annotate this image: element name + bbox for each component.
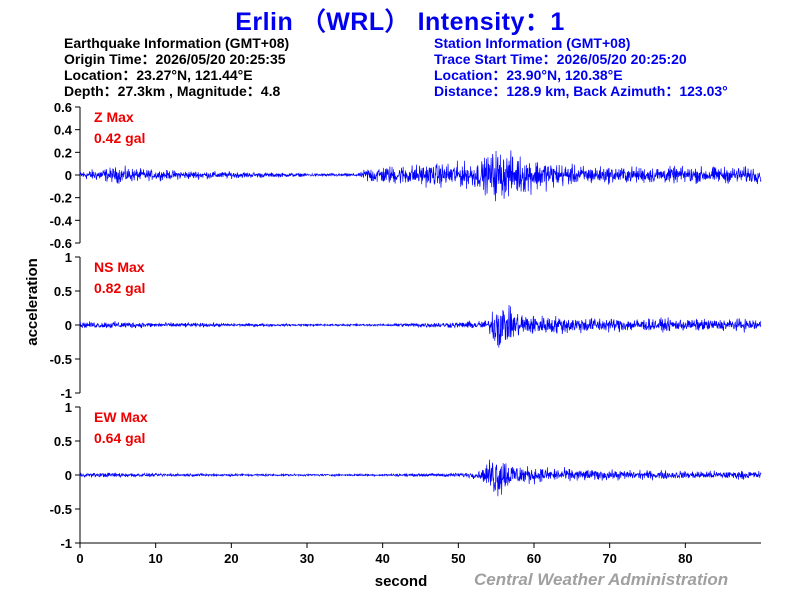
depth-magnitude: Depth：27.3km , Magnitude：4.8 [64, 83, 281, 99]
y-tick-label: -0.4 [50, 213, 73, 228]
x-tick-label: 40 [375, 551, 389, 566]
x-tick-label: 60 [527, 551, 541, 566]
epicenter-location: Location：23.27°N, 121.44°E [64, 67, 253, 83]
origin-time: Origin Time：2026/05/20 20:25:35 [64, 51, 286, 67]
y-tick-label: -0.6 [50, 236, 72, 251]
x-tick-label: 20 [224, 551, 238, 566]
max-value: 0.82 gal [94, 280, 145, 296]
y-tick-label: 0.2 [54, 145, 72, 160]
max-label: EW Max [94, 409, 148, 425]
waveform-trace [79, 305, 762, 348]
y-tick-label: 0.4 [54, 123, 73, 138]
max-value: 0.64 gal [94, 430, 145, 446]
panel-ew: -1 -0.5 0 0.5 1 EW Max 0.64 gal [50, 400, 762, 551]
max-label: NS Max [94, 259, 145, 275]
y-tick-label: -0.5 [50, 352, 72, 367]
x-tick-label: 0 [76, 551, 83, 566]
earthquake-info-header: Earthquake Information (GMT+08) [64, 35, 290, 51]
x-tick-label: 70 [602, 551, 616, 566]
station-info-header: Station Information (GMT+08) [434, 35, 631, 51]
y-tick-label: 1 [65, 400, 72, 415]
y-tick-label: -0.2 [50, 191, 72, 206]
panel-z: -0.6 -0.4 -0.2 0 0.2 0.4 0.6 Z Max 0.42 gal [50, 100, 762, 251]
earthquake-info: Earthquake Information (GMT+08) Origin T… [64, 35, 289, 99]
waveform-trace [79, 150, 762, 202]
y-tick-label: -0.5 [50, 502, 72, 517]
y-tick-label: 0 [65, 468, 72, 483]
trace-start-time: Trace Start Time：2026/05/20 20:25:20 [434, 51, 687, 67]
y-tick-label: -1 [60, 386, 72, 401]
y-tick-label: 0.5 [54, 434, 72, 449]
distance-azimuth: Distance：128.9 km, Back Azimuth：123.03° [434, 83, 728, 99]
x-tick-label: 30 [300, 551, 314, 566]
y-tick-label: 0.6 [54, 100, 72, 115]
x-tick-label: 80 [678, 551, 692, 566]
y-tick-label: -1 [60, 536, 72, 551]
x-axis-label: second [375, 573, 428, 590]
y-tick-label: 1 [65, 250, 72, 265]
waveform-trace [79, 459, 762, 497]
y-tick-label: 0.5 [54, 284, 72, 299]
max-value: 0.42 gal [94, 130, 145, 146]
x-tick-label: 50 [451, 551, 465, 566]
x-tick-label: 10 [148, 551, 162, 566]
y-axis-label: acceleration [24, 258, 41, 346]
panel-ns: -1 -0.5 0 0.5 1 NS Max 0.82 gal [50, 250, 762, 401]
y-tick-label: 0 [65, 318, 72, 333]
chart-title: Erlin （WRL） Intensity：1 [235, 8, 565, 36]
station-info: Station Information (GMT+08) Trace Start… [434, 35, 728, 99]
credit-text: Central Weather Administration [474, 570, 729, 589]
max-label: Z Max [94, 109, 134, 125]
y-tick-label: 0 [65, 168, 72, 183]
station-location: Location：23.90°N, 120.38°E [434, 67, 623, 83]
